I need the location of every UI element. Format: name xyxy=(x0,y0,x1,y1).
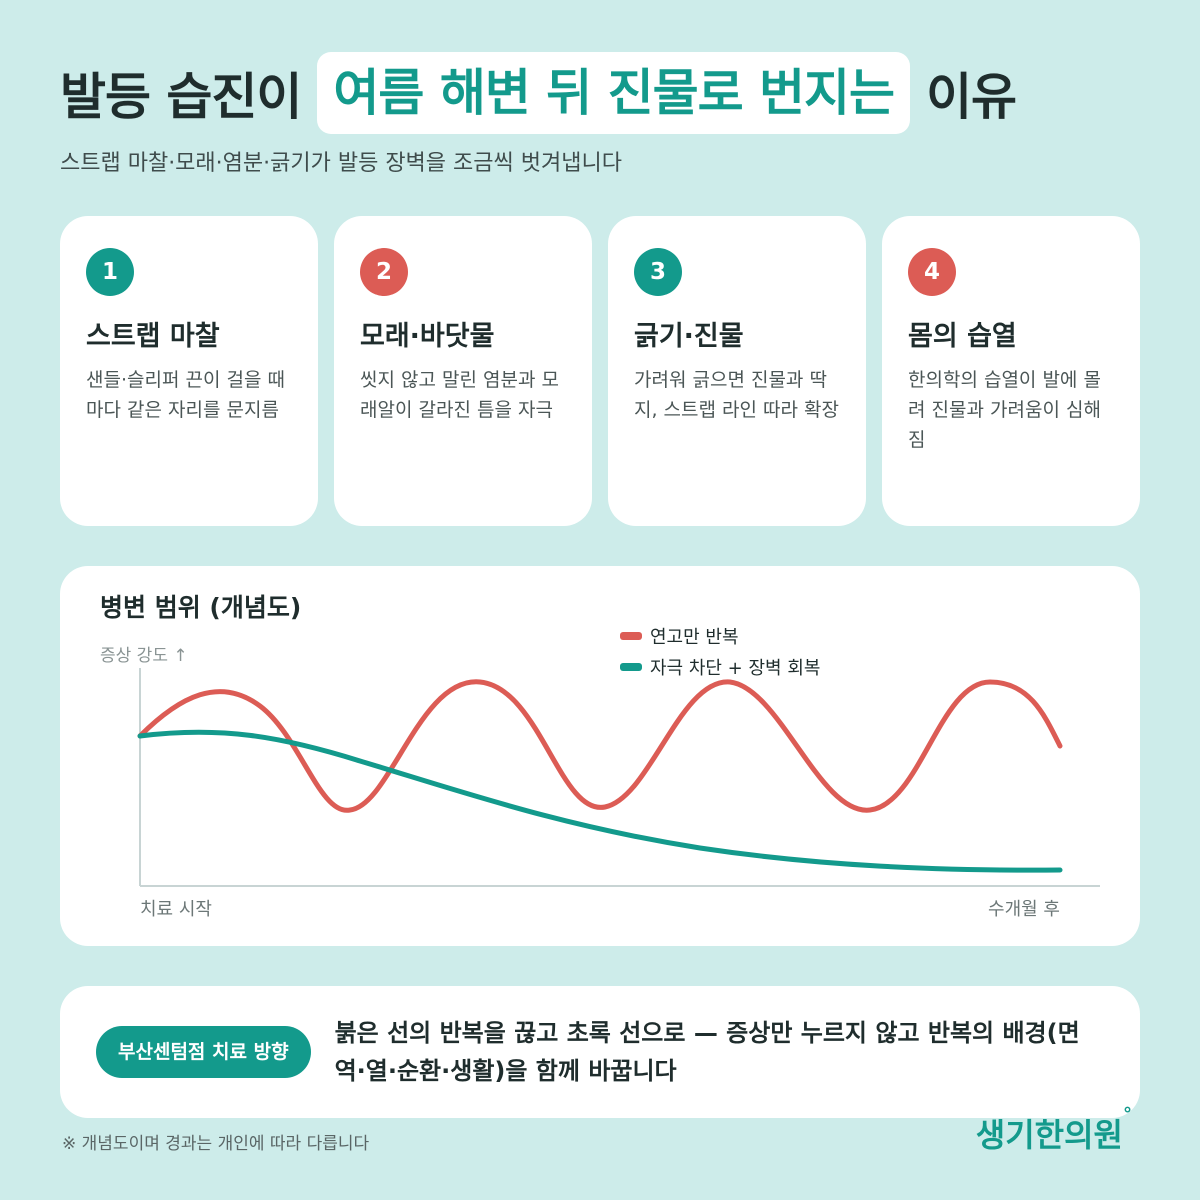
treatment-direction-badge: 부산센텀점 치료 방향 xyxy=(96,1026,311,1078)
page-subtitle: 스트랩 마찰·모래·염분·긁기가 발등 장벽을 조금씩 벗겨냅니다 xyxy=(60,151,622,176)
x-start-label: 치료 시작 xyxy=(140,899,212,920)
card-title: 몸의 습열 xyxy=(908,321,1017,352)
card-description: 한의학의 습열이 발에 몰려 진물과 가려움이 심해짐 xyxy=(908,369,1101,451)
card-title: 긁기·진물 xyxy=(634,321,744,352)
title-highlight: 여름 해변 뒤 진물로 번지는 xyxy=(317,52,911,134)
legend-swatch-red xyxy=(620,632,642,640)
card-description: 씻지 않고 말린 염분과 모래알이 갈라진 틈을 자극 xyxy=(360,369,559,421)
footnote: ※ 개념도이며 경과는 개인에 따라 다릅니다 xyxy=(62,1134,370,1154)
brand-mark: ° xyxy=(1123,1104,1132,1125)
card-number-badge: 3 xyxy=(634,248,682,296)
title-before: 발등 습진이 xyxy=(60,68,302,126)
treatment-direction-message: 붉은 선의 반복을 끊고 초록 선으로 — 증상만 누르지 않고 반복의 배경(… xyxy=(334,1019,1080,1085)
card-title: 모래·바닷물 xyxy=(360,321,495,352)
card-number-badge: 4 xyxy=(908,248,956,296)
series-line-ointment-only xyxy=(137,679,1063,813)
x-end-label: 수개월 후 xyxy=(988,899,1060,920)
y-axis-label: 증상 강도 ↑ xyxy=(100,646,188,666)
chart-title: 병변 범위 (개념도) xyxy=(100,593,301,622)
treatment-direction-panel: 부산센텀점 치료 방향 붉은 선의 반복을 끊고 초록 선으로 — 증상만 누르… xyxy=(60,986,1140,1118)
series-line-barrier-recovery xyxy=(137,729,1063,873)
legend-label-red: 연고만 반복 xyxy=(650,627,739,648)
legend-swatch-teal xyxy=(620,663,642,671)
card-description: 샌들·슬리퍼 끈이 걸을 때마다 같은 자리를 문지름 xyxy=(86,369,285,421)
card-title: 스트랩 마찰 xyxy=(86,321,220,352)
cause-card-3: 3 긁기·진물 가려워 긁으면 진물과 딱지, 스트랩 라인 따라 확장 xyxy=(608,216,866,526)
card-number-badge: 2 xyxy=(360,248,408,296)
concept-chart-panel: 병변 범위 (개념도) 증상 강도 ↑ 치료 시작 수개월 후 연고만 반복 자… xyxy=(60,566,1140,946)
brand-logo: 생기한의원° xyxy=(975,1104,1132,1156)
cause-cards: 1 스트랩 마찰 샌들·슬리퍼 끈이 걸을 때마다 같은 자리를 문지름 2 모… xyxy=(60,216,1140,526)
cause-card-2: 2 모래·바닷물 씻지 않고 말린 염분과 모래알이 갈라진 틈을 자극 xyxy=(334,216,592,526)
card-number-badge: 1 xyxy=(86,248,134,296)
chart-legend: 연고만 반복 자극 차단 + 장벽 회복 xyxy=(620,627,820,679)
brand-name: 생기한의원 xyxy=(975,1116,1123,1154)
cause-card-1: 1 스트랩 마찰 샌들·슬리퍼 끈이 걸을 때마다 같은 자리를 문지름 xyxy=(60,216,318,526)
concept-chart: 병변 범위 (개념도) 증상 강도 ↑ 치료 시작 수개월 후 연고만 반복 자… xyxy=(100,593,1100,920)
legend-label-teal: 자극 차단 + 장벽 회복 xyxy=(650,658,820,679)
title-after: 이유 xyxy=(926,68,1017,126)
cause-card-4: 4 몸의 습열 한의학의 습열이 발에 몰려 진물과 가려움이 심해짐 xyxy=(882,216,1140,526)
card-description: 가려워 긁으면 진물과 딱지, 스트랩 라인 따라 확장 xyxy=(634,369,839,421)
page-title: 발등 습진이 여름 해변 뒤 진물로 번지는 이유 xyxy=(60,52,1017,134)
